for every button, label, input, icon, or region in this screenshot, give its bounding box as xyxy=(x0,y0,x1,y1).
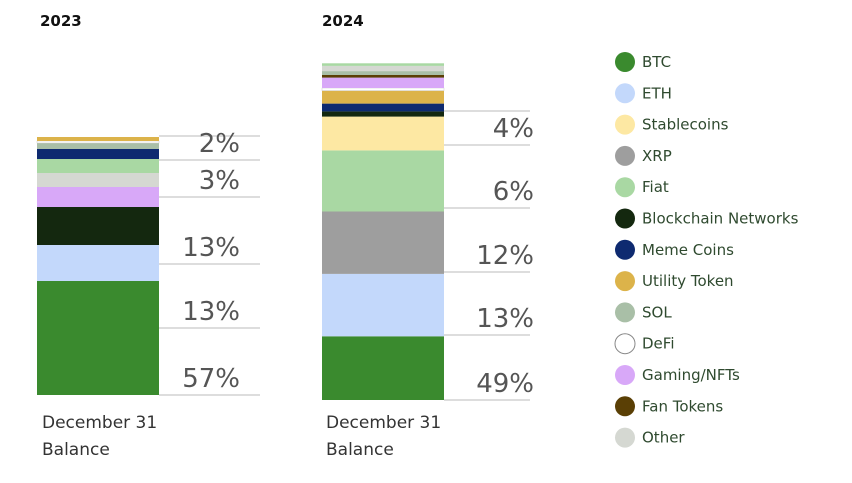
bar-segment-defi xyxy=(37,141,159,143)
bar-segment-sol xyxy=(37,143,159,149)
bar-segment-defi xyxy=(322,88,444,91)
legend-label: Blockchain Networks xyxy=(642,210,799,228)
legend-label: Utility Token xyxy=(642,272,734,290)
legend-swatch-stablecoins xyxy=(615,115,635,135)
percent-label: 6% xyxy=(493,177,534,207)
legend-swatch-eth xyxy=(615,83,635,103)
bar-segment-utility-token xyxy=(37,137,159,141)
legend-label: XRP xyxy=(642,147,672,165)
bar-segment-fiat xyxy=(322,150,444,211)
bar-segment-fiat xyxy=(322,63,444,66)
caption-line-1: December 31 xyxy=(42,413,157,433)
bar-segment-gaming-nfts xyxy=(37,187,159,207)
stacked-bar-chart: 2023 57% 13% 13% 3% 2% December 31 Balance 2024… xyxy=(0,0,852,483)
bar-segment-other xyxy=(37,173,159,187)
legend-swatch-utility-token xyxy=(615,271,635,291)
legend-swatch-fiat xyxy=(615,177,635,197)
panel-2024: 2024 49% 13% 12% 6% 4% December 31 Balance xyxy=(322,12,534,460)
legend-label: Fiat xyxy=(642,178,669,196)
panel-2023: 2023 57% 13% 13% 3% 2% December 31 Balance xyxy=(37,12,260,460)
bar-segment-xrp xyxy=(322,212,444,274)
bar-segment-stablecoins xyxy=(322,117,444,151)
legend-swatch-fan-tokens xyxy=(615,396,635,416)
bar-segment-blockchain-networks xyxy=(322,111,444,116)
percent-label: 13% xyxy=(182,233,240,263)
percent-label: 3% xyxy=(199,166,240,196)
bar-segment-meme-coins xyxy=(322,104,444,112)
percent-label: 13% xyxy=(182,297,240,327)
year-heading: 2023 xyxy=(40,12,82,30)
percent-label: 2% xyxy=(199,129,240,159)
legend-label: SOL xyxy=(642,303,672,321)
legend-label: Meme Coins xyxy=(642,241,734,259)
bar-segment-gaming-nfts xyxy=(322,78,444,88)
legend-swatch-sol xyxy=(615,302,635,322)
caption-line-2: Balance xyxy=(326,440,394,460)
percent-label: 13% xyxy=(476,304,534,334)
bar-segment-eth xyxy=(37,245,159,281)
bar-segment-blockchain-networks xyxy=(37,207,159,245)
bar-segment-eth xyxy=(322,274,444,336)
percent-label: 4% xyxy=(493,114,534,144)
percent-label: 49% xyxy=(476,369,534,399)
legend-label: Gaming/NFTs xyxy=(642,366,740,384)
bar-segment-meme-coins xyxy=(37,149,159,159)
legend-label: Fan Tokens xyxy=(642,397,723,415)
caption-line-2: Balance xyxy=(42,440,110,460)
legend-swatch-blockchain-networks xyxy=(615,209,635,229)
bar-segment-other xyxy=(322,66,444,71)
percent-label: 57% xyxy=(182,364,240,394)
legend-label: DeFi xyxy=(642,335,674,353)
legend-label: BTC xyxy=(642,53,671,71)
legend: BTC ETH Stablecoins XRP Fiat Blockchain Netwo… xyxy=(615,52,799,448)
bar-segment-btc xyxy=(322,336,444,400)
bar-segment-fan-tokens xyxy=(322,75,444,78)
legend-swatch-other xyxy=(615,428,635,448)
legend-swatch-xrp xyxy=(615,146,635,166)
legend-swatch-gaming-nfts xyxy=(615,365,635,385)
caption-line-1: December 31 xyxy=(326,413,441,433)
legend-swatch-defi xyxy=(615,334,635,354)
bar-segment-btc xyxy=(37,281,159,395)
year-heading: 2024 xyxy=(322,12,364,30)
legend-label: Stablecoins xyxy=(642,116,729,134)
bar-segment-fiat xyxy=(37,159,159,173)
legend-swatch-meme-coins xyxy=(615,240,635,260)
legend-label: Other xyxy=(642,429,685,447)
percent-label: 12% xyxy=(476,241,534,271)
bar-segment-utility-token xyxy=(322,91,444,104)
bar-segment-sol xyxy=(322,71,444,75)
legend-swatch-btc xyxy=(615,52,635,72)
legend-label: ETH xyxy=(642,84,672,102)
